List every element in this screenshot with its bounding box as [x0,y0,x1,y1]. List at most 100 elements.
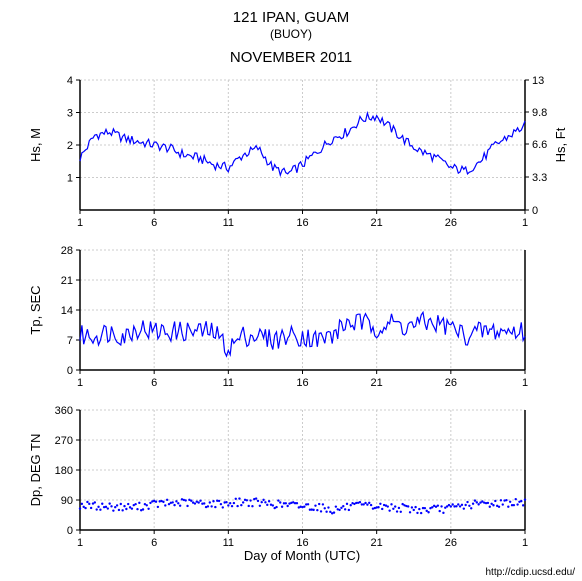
data-point [121,509,123,511]
data-point [379,503,381,505]
data-point [264,501,266,503]
y2tick: 9.8 [532,107,547,119]
data-point [90,507,92,509]
data-point [231,505,233,507]
data-point [227,504,229,506]
data-point [236,505,238,507]
data-point [146,504,148,506]
y2tick: 6.6 [532,139,547,151]
data-point [338,509,340,511]
data-point [350,504,352,506]
xtick: 6 [151,537,157,549]
data-point [502,503,504,505]
data-point [359,501,361,503]
data-point [472,503,474,505]
panel-hs: 123403.36.69.813Hs, Ft16111621261Hs, M [28,75,568,229]
ytick: 3 [67,108,73,120]
y-label: Dp, DEG TN [28,434,43,507]
data-point [268,500,270,502]
data-point [242,501,244,503]
data-point [507,506,509,508]
data-point [312,509,314,511]
data-point [166,499,168,501]
data-point [261,501,263,503]
data-point [179,505,181,507]
data-point [142,508,144,510]
data-point [370,504,372,506]
y-label: Tp, SEC [28,285,43,334]
data-point [296,502,298,504]
ytick: 360 [55,405,73,417]
data-point [439,510,441,512]
data-point [79,507,81,509]
ytick: 2 [67,140,73,152]
data-point [477,503,479,505]
data-point [214,506,216,508]
data-point [155,500,157,502]
data-point [107,507,109,509]
data-point [173,504,175,506]
data-point [470,507,472,509]
data-point [424,507,426,509]
data-point [86,501,88,503]
xtick: 1 [522,377,528,389]
data-point [209,501,211,503]
data-point [509,501,511,503]
buoy-chart: 121 IPAN, GUAM (BUOY) NOVEMBER 2011 1234… [0,0,582,581]
data-point [466,501,468,503]
xtick: 1 [77,537,83,549]
data-point [468,505,470,507]
data-point [105,506,107,508]
chart-subtitle: (BUOY) [270,27,312,41]
data-point [414,506,416,508]
data-point [125,508,127,510]
data-point [248,505,250,507]
data-point [381,508,383,510]
ytick: 0 [67,365,73,377]
data-point [123,505,125,507]
data-point [259,505,261,507]
data-point [220,503,222,505]
data-point [172,501,174,503]
data-point [348,509,350,511]
data-point [303,505,305,507]
ytick: 0 [67,525,73,537]
data-point [218,500,220,502]
data-point [316,509,318,511]
data-point [184,499,186,501]
data-point [131,507,133,509]
data-point [346,503,348,505]
data-point [222,506,224,508]
data-point [88,503,90,505]
xtick: 1 [77,377,83,389]
data-point [246,499,248,501]
data-point [487,502,489,504]
data-point [463,507,465,509]
ytick: 1 [67,173,73,185]
data-point [229,502,231,504]
data-point [461,504,463,506]
xtick: 1 [522,537,528,549]
data-point [164,504,166,506]
chart-title: 121 IPAN, GUAM [233,9,349,26]
data-point [457,503,459,505]
xtick: 16 [296,217,308,229]
data-point [240,504,242,506]
xtick: 26 [445,217,457,229]
data-point [177,502,179,504]
data-point [251,505,253,507]
ytick: 28 [61,245,73,257]
ytick: 14 [61,305,73,317]
xtick: 21 [371,377,383,389]
data-point [147,508,149,510]
data-point [492,504,494,506]
footer-url: http://cdip.ucsd.edu/ [485,567,575,578]
xtick: 1 [77,217,83,229]
xtick: 1 [522,217,528,229]
data-point [207,505,209,507]
data-point [437,504,439,506]
data-point [387,505,389,507]
data-point [388,509,390,511]
data-point [342,505,344,507]
data-point [279,501,281,503]
